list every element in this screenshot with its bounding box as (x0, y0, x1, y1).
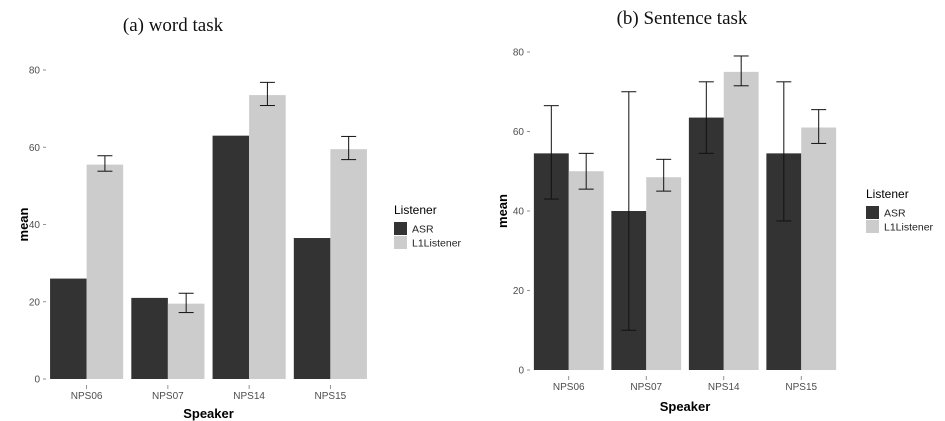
legend-label-asr: ASR (884, 208, 906, 220)
legend: Listener ASR L1Listener (866, 187, 934, 234)
y-tick-label: 0 (518, 366, 524, 377)
x-tick-label: NPS15 (785, 382, 817, 393)
legend-label-asr: ASR (412, 224, 434, 236)
y-axis-title: mean (495, 194, 510, 228)
error-bar-asr-nps07 (621, 91, 637, 331)
legend-key-l1listener (866, 220, 879, 233)
bar-l1listener-nps07 (646, 177, 682, 370)
legend-label-l1listener: L1Listener (412, 238, 462, 250)
legend: Listener ASR L1Listener (394, 203, 462, 250)
bar-l1listener-nps14 (723, 71, 759, 370)
chart-panel-2: (b) Sentence task 0 20 40 60 80 mean NPS06 NPS07… (495, 8, 934, 414)
error-bar-l1listener-nps06 (97, 155, 113, 172)
bar-l1listener-nps15 (330, 149, 367, 379)
x-axis-title: Speaker (660, 399, 711, 414)
y-tick-label: 60 (513, 127, 525, 138)
y-tick-label: 20 (29, 297, 41, 308)
y-tick-label: 0 (34, 375, 40, 386)
bar-l1listener-nps15 (801, 127, 837, 371)
error-bar-asr-nps15 (776, 81, 792, 222)
y-tick-label: 60 (29, 143, 41, 154)
y-tick-label: 40 (513, 207, 525, 218)
x-tick-label: NPS15 (315, 391, 347, 402)
legend-key-l1listener (394, 236, 407, 249)
x-tick-label: NPS06 (553, 382, 585, 393)
error-bar-l1listener-nps14 (259, 81, 275, 107)
bar-asr-nps06 (50, 278, 87, 379)
y-tick-label: 40 (29, 220, 41, 231)
bar-asr-nps14 (688, 117, 724, 371)
legend-label-l1listener: L1Listener (884, 222, 934, 234)
x-tick-label: NPS06 (71, 391, 103, 402)
y-tick-label: 80 (29, 66, 41, 77)
y-axis-title: mean (16, 207, 31, 241)
x-axis-title: Speaker (183, 406, 234, 421)
x-tick-label: NPS14 (708, 382, 740, 393)
error-bar-l1listener-nps14 (733, 55, 749, 87)
y-tick-label: 20 (513, 286, 525, 297)
legend-title: Listener (394, 203, 437, 217)
error-bar-l1listener-nps15 (811, 109, 827, 144)
bar-l1listener-nps14 (249, 95, 286, 379)
bar-l1listener-nps06 (568, 171, 604, 370)
error-bar-l1listener-nps07 (178, 292, 194, 314)
legend-key-asr (394, 222, 407, 235)
x-tick-label: NPS14 (233, 391, 265, 402)
x-tick-label: NPS07 (152, 391, 184, 402)
chart-title: (b) Sentence task (617, 8, 748, 29)
legend-title: Listener (866, 187, 909, 201)
x-tick-label: NPS07 (630, 382, 662, 393)
chart-panel-1: (a) word task 0 20 40 60 80 mean NPS06 NPS07 NPS1… (16, 15, 462, 421)
error-bar-l1listener-nps07 (656, 158, 672, 192)
bar-l1listener-nps06 (86, 164, 124, 379)
chart-title: (a) word task (123, 15, 224, 36)
y-tick-label: 80 (513, 48, 525, 59)
legend-key-asr (866, 206, 879, 219)
error-bar-asr-nps06 (543, 105, 559, 200)
error-bar-l1listener-nps06 (578, 152, 594, 190)
error-bar-l1listener-nps15 (341, 135, 357, 161)
bar-asr-nps15 (293, 238, 331, 379)
bar-asr-nps14 (212, 135, 250, 379)
bar-l1listener-nps07 (167, 303, 205, 379)
error-bar-asr-nps14 (698, 81, 714, 154)
bar-asr-nps07 (131, 297, 168, 379)
